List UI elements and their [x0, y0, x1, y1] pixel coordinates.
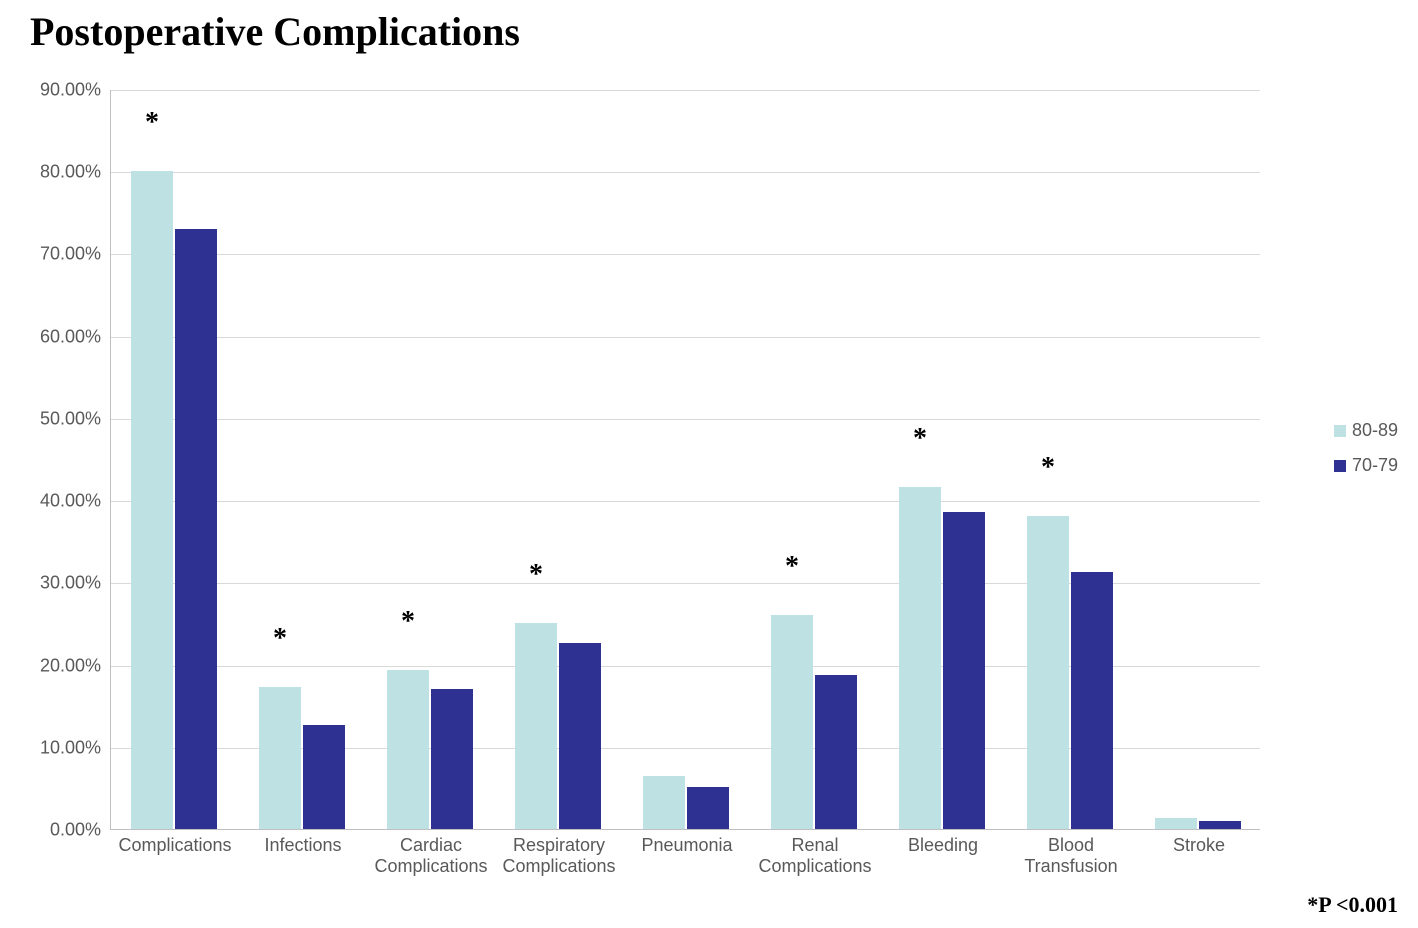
x-axis-label: BloodTransfusion [1007, 829, 1135, 876]
bar-series-2 [431, 689, 473, 829]
bar-series-2 [303, 725, 345, 829]
bar-series-2 [175, 229, 217, 829]
y-axis-label: 30.00% [40, 573, 111, 594]
significance-star-icon: * [259, 623, 301, 655]
legend-swatch-icon [1334, 460, 1346, 472]
significance-star-icon: * [515, 559, 557, 591]
y-axis-label: 40.00% [40, 491, 111, 512]
bar-series-2 [943, 512, 985, 829]
significance-star-icon: * [1027, 452, 1069, 484]
significance-star-icon: * [899, 423, 941, 455]
footnote-text: P <0.001 [1318, 892, 1398, 917]
bar-series-1 [387, 670, 429, 829]
y-axis-label: 20.00% [40, 655, 111, 676]
significance-star-icon: * [131, 107, 173, 139]
bar-series-2 [687, 787, 729, 829]
x-axis-label: Pneumonia [623, 829, 751, 856]
gridline [111, 90, 1260, 91]
bar-series-2 [815, 675, 857, 829]
gridline [111, 419, 1260, 420]
legend-item-80-89: 80-89 [1334, 420, 1398, 441]
bar-series-1 [259, 687, 301, 829]
bar-series-1 [515, 623, 557, 829]
significance-star-icon: * [387, 606, 429, 638]
gridline [111, 337, 1260, 338]
significance-star-icon: * [771, 551, 813, 583]
footnote-star: * [1307, 892, 1318, 917]
y-axis-label: 80.00% [40, 162, 111, 183]
legend: 80-89 70-79 [1334, 420, 1398, 490]
x-axis-label: RespiratoryComplications [495, 829, 623, 876]
bar-series-2 [559, 643, 601, 829]
y-axis-label: 10.00% [40, 737, 111, 758]
bar-series-1 [899, 487, 941, 829]
y-axis-label: 90.00% [40, 80, 111, 101]
y-axis-label: 70.00% [40, 244, 111, 265]
y-axis-label: 50.00% [40, 408, 111, 429]
bar-series-1 [771, 615, 813, 829]
x-axis-label: Infections [239, 829, 367, 856]
gridline [111, 172, 1260, 173]
y-axis-label: 0.00% [50, 820, 111, 841]
bar-series-1 [1155, 818, 1197, 829]
bar-series-2 [1199, 821, 1241, 829]
gridline [111, 501, 1260, 502]
bar-series-1 [643, 776, 685, 829]
plot-area: 0.00%10.00%20.00%30.00%40.00%50.00%60.00… [110, 90, 1260, 830]
legend-item-70-79: 70-79 [1334, 455, 1398, 476]
x-axis-label: Stroke [1135, 829, 1263, 856]
x-axis-label: Bleeding [879, 829, 1007, 856]
legend-swatch-icon [1334, 425, 1346, 437]
chart-title: Postoperative Complications [30, 8, 520, 55]
bar-series-1 [1027, 516, 1069, 829]
footnote: *P <0.001 [1307, 892, 1398, 918]
y-axis-label: 60.00% [40, 326, 111, 347]
x-axis-label: RenalComplications [751, 829, 879, 876]
legend-label: 70-79 [1352, 455, 1398, 476]
legend-label: 80-89 [1352, 420, 1398, 441]
x-axis-label: CardiacComplications [367, 829, 495, 876]
x-axis-label: Complications [111, 829, 239, 856]
bar-series-1 [131, 171, 173, 829]
gridline [111, 254, 1260, 255]
bar-series-2 [1071, 572, 1113, 829]
